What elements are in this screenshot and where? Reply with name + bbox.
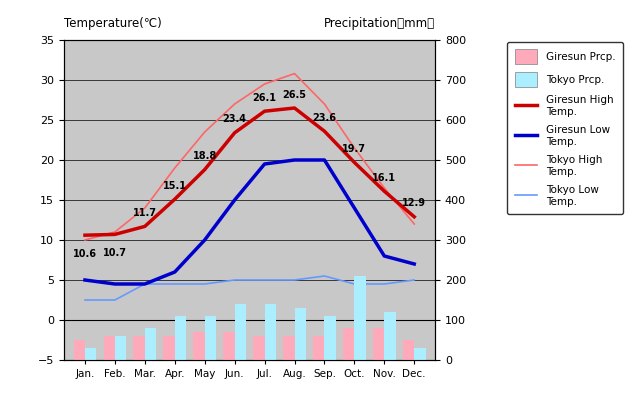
Text: 26.1: 26.1 bbox=[253, 93, 276, 103]
Text: 23.4: 23.4 bbox=[223, 114, 246, 124]
Bar bbox=[175, 316, 186, 360]
Bar bbox=[205, 316, 216, 360]
Bar bbox=[74, 340, 85, 360]
Bar bbox=[343, 328, 355, 360]
Text: 15.1: 15.1 bbox=[163, 181, 187, 191]
Bar bbox=[384, 312, 396, 360]
Text: 12.9: 12.9 bbox=[403, 198, 426, 208]
Bar bbox=[134, 336, 145, 360]
Legend: Giresun Prcp., Tokyo Prcp., Giresun High
Temp., Giresun Low
Temp., Tokyo High
Te: Giresun Prcp., Tokyo Prcp., Giresun High… bbox=[508, 42, 623, 214]
Text: 23.6: 23.6 bbox=[312, 113, 337, 123]
Bar bbox=[373, 328, 384, 360]
Text: 26.5: 26.5 bbox=[282, 90, 307, 100]
Bar bbox=[253, 336, 264, 360]
Text: 10.7: 10.7 bbox=[103, 248, 127, 258]
Text: 11.7: 11.7 bbox=[133, 208, 157, 218]
Text: 19.7: 19.7 bbox=[342, 144, 366, 154]
Text: 18.8: 18.8 bbox=[193, 151, 217, 161]
Bar bbox=[163, 336, 175, 360]
Bar bbox=[115, 336, 126, 360]
Bar bbox=[264, 304, 276, 360]
Bar bbox=[403, 340, 414, 360]
Text: 16.1: 16.1 bbox=[372, 173, 396, 183]
Bar bbox=[294, 308, 306, 360]
Text: 10.6: 10.6 bbox=[73, 249, 97, 259]
Bar bbox=[235, 304, 246, 360]
Text: Temperature(℃): Temperature(℃) bbox=[64, 17, 162, 30]
Bar bbox=[414, 348, 426, 360]
Bar bbox=[324, 316, 336, 360]
Bar bbox=[313, 336, 324, 360]
Bar bbox=[145, 328, 156, 360]
Bar bbox=[355, 276, 365, 360]
Bar bbox=[283, 336, 294, 360]
Bar bbox=[104, 336, 115, 360]
Text: Precipitation（mm）: Precipitation（mm） bbox=[324, 17, 435, 30]
Bar bbox=[223, 332, 235, 360]
Bar bbox=[85, 348, 97, 360]
Bar bbox=[193, 332, 205, 360]
